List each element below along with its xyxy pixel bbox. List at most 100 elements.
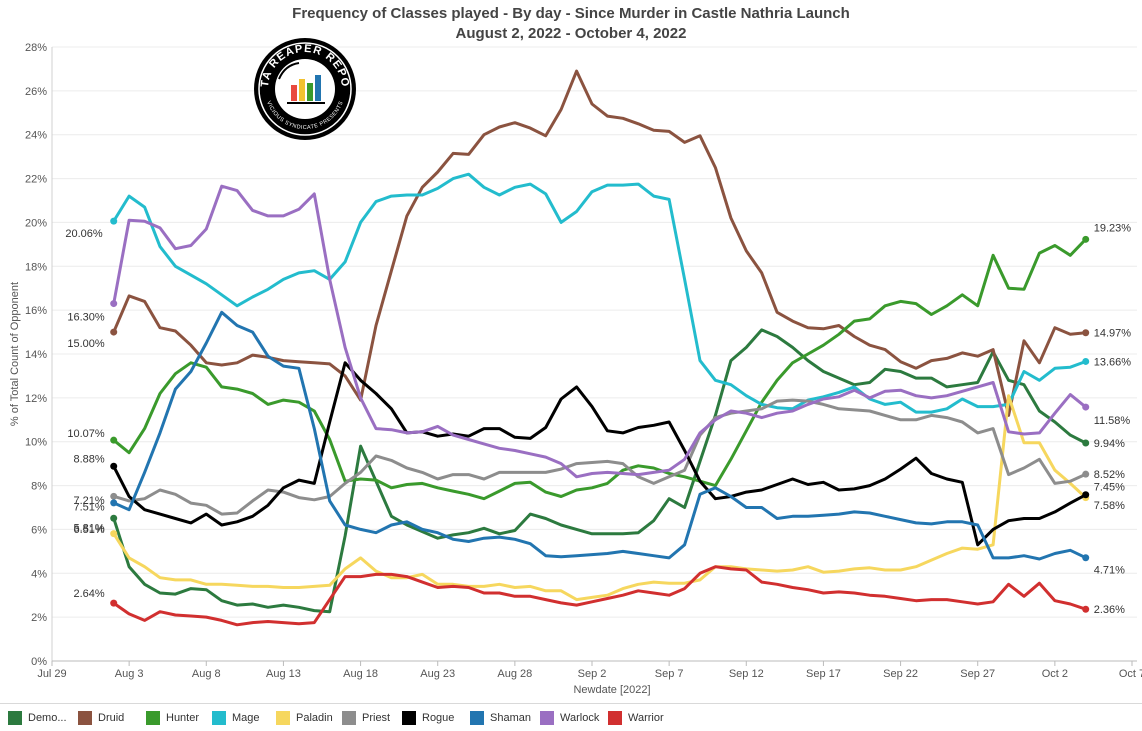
x-axis-label: Newdate [2022]: [573, 684, 650, 696]
y-tick-label: 4%: [31, 568, 47, 580]
start-label-warlock: 16.30%: [67, 312, 105, 324]
legend-swatch: [8, 711, 22, 725]
series-line-warrior: [112, 565, 1088, 627]
legend-swatch: [608, 711, 622, 725]
x-tick-label: Sep 22: [883, 668, 918, 680]
legend-label: Rogue: [422, 712, 455, 724]
legend-label: Paladin: [296, 712, 333, 724]
series-end-point-shaman: [1082, 554, 1090, 562]
chart-title-line1: Frequency of Classes played - By day - S…: [292, 5, 850, 22]
legend-label: Druid: [98, 712, 125, 724]
series-line-druid: [112, 69, 1088, 417]
start-label-warrior: 2.64%: [74, 588, 105, 600]
end-label-demo: 9.94%: [1094, 438, 1125, 450]
series-line-mage: [112, 172, 1088, 414]
y-axis-label: % of Total Count of Opponent: [9, 282, 21, 426]
series-end-point-demo: [1082, 439, 1090, 447]
y-tick-label: 16%: [25, 305, 47, 317]
series-start-point-warlock: [110, 300, 118, 308]
start-label-druid: 15.00%: [67, 338, 105, 350]
legend-item-druid[interactable]: Druid: [78, 711, 146, 725]
data-labels: 6.51% 9.94% 15.00% 14.97% 10.07% 19.23% 20.06%…: [65, 222, 1131, 616]
y-tick-label: 10%: [25, 437, 47, 449]
start-label-demo: 6.51%: [74, 524, 105, 536]
legend-label: Warrior: [628, 712, 664, 724]
start-label-mage: 20.06%: [65, 228, 103, 240]
start-label-shaman: 7.21%: [74, 495, 105, 507]
series-end-point-rogue: [1082, 491, 1090, 499]
legend-item-demo[interactable]: Demo...: [8, 711, 78, 725]
legend-swatch: [146, 711, 160, 725]
chart-title: Frequency of Classes played - By day - S…: [0, 4, 1142, 44]
y-tick-label: 28%: [25, 42, 47, 54]
x-tick-label: Aug 8: [192, 668, 221, 680]
x-tick-label: Sep 2: [578, 668, 607, 680]
line-chart: 0% 2% 4% 6% 8% 10% 12% 14% 16% 18% 20% 22% 24% 26% 28%…: [0, 38, 1142, 696]
start-label-paladin: 5.81%: [74, 523, 105, 535]
y-tick-label: 6%: [31, 524, 47, 536]
legend: Demo... Druid Hunter Mage Paladin Priest Rogue…: [8, 708, 674, 728]
legend-item-warlock[interactable]: Warlock: [540, 711, 608, 725]
y-tick-label: 12%: [25, 393, 47, 405]
end-label-hunter: 19.23%: [1094, 222, 1132, 234]
end-label-druid: 14.97%: [1094, 328, 1132, 340]
legend-item-priest[interactable]: Priest: [342, 711, 402, 725]
gridlines: [0, 44, 1142, 679]
legend-label: Priest: [362, 712, 391, 724]
legend-label: Mage: [232, 712, 260, 724]
chart-title-line2: August 2, 2022 - October 4, 2022: [455, 25, 687, 42]
series-line-paladin: [112, 394, 1088, 602]
legend-label: Shaman: [490, 712, 531, 724]
x-tick-label: Aug 3: [115, 668, 144, 680]
legend-item-paladin[interactable]: Paladin: [276, 711, 342, 725]
legend-item-hunter[interactable]: Hunter: [146, 711, 212, 725]
series-start-point-mage: [110, 217, 118, 225]
series-line-shaman: [112, 310, 1088, 561]
legend-swatch: [470, 711, 484, 725]
start-label-rogue: 8.88%: [74, 453, 105, 465]
legend-swatch: [78, 711, 92, 725]
legend-item-mage[interactable]: Mage: [212, 711, 276, 725]
x-tick-label: Oct 2: [1042, 668, 1068, 680]
legend-swatch: [276, 711, 290, 725]
legend-label: Warlock: [560, 712, 600, 724]
legend-divider: [0, 703, 1142, 704]
axes: 0% 2% 4% 6% 8% 10% 12% 14% 16% 18% 20% 22% 24% 26% 28%…: [9, 42, 1142, 696]
x-tick-label: Oct 7: [1119, 668, 1142, 680]
y-tick-label: 14%: [25, 349, 47, 361]
legend-item-rogue[interactable]: Rogue: [402, 711, 470, 725]
x-tick-label: Sep 27: [960, 668, 995, 680]
end-label-paladin: 7.45%: [1094, 482, 1125, 494]
end-label-warrior: 2.36%: [1094, 604, 1125, 616]
series-start-point-rogue: [110, 462, 118, 470]
x-tick-label: Sep 7: [655, 668, 684, 680]
legend-label: Demo...: [28, 712, 67, 724]
x-tick-label: Aug 28: [497, 668, 532, 680]
y-tick-label: 18%: [25, 261, 47, 273]
legend-item-warrior[interactable]: Warrior: [608, 711, 674, 725]
series-line-priest: [112, 398, 1088, 516]
series-end-point-warlock: [1082, 403, 1090, 411]
y-tick-label: 2%: [31, 612, 47, 624]
series-line-hunter: [112, 237, 1088, 501]
y-tick-label: 20%: [25, 217, 47, 229]
series-start-point-paladin: [110, 530, 118, 538]
legend-swatch: [212, 711, 226, 725]
plot-area: [0, 44, 1142, 679]
series-end-point-priest: [1082, 470, 1090, 478]
y-tick-label: 26%: [25, 86, 47, 98]
series-line-rogue: [112, 361, 1088, 547]
y-tick-label: 0%: [31, 656, 47, 668]
legend-item-shaman[interactable]: Shaman: [470, 711, 540, 725]
series-line-demo: [112, 328, 1088, 614]
data-reaper-logo: DATA REAPER REPORT VICIOUS SYNDICATE PRE…: [254, 38, 356, 140]
series-start-point-demo: [110, 514, 118, 522]
start-label-priest: 7.51%: [74, 501, 105, 513]
series-start-point-hunter: [110, 436, 118, 444]
series-end-point-mage: [1082, 357, 1090, 365]
end-label-mage: 13.66%: [1094, 356, 1132, 368]
y-tick-label: 8%: [31, 481, 47, 493]
series-end-point-warrior: [1082, 605, 1090, 613]
series-start-point-shaman: [110, 499, 118, 507]
y-tick-label: 24%: [25, 130, 47, 142]
